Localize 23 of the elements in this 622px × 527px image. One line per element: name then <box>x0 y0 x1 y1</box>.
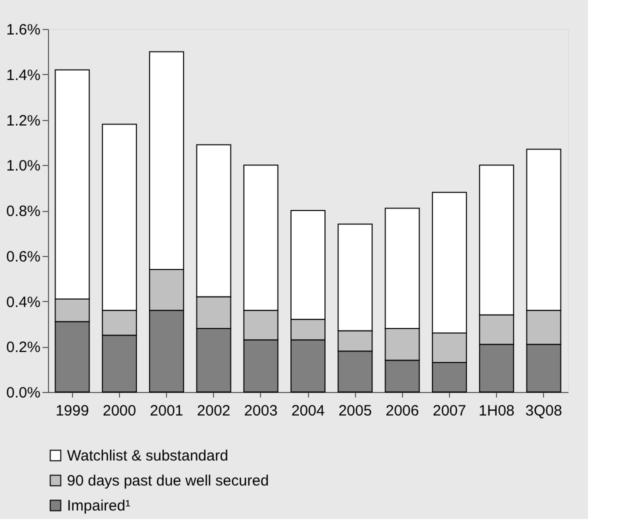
legend-label: Impaired¹ <box>67 498 130 514</box>
x-tick-label: 2005 <box>338 402 372 420</box>
x-tick-label: 2006 <box>386 402 419 420</box>
legend-label: Watchlist & substandard <box>67 448 228 464</box>
x-tick-label: 2000 <box>102 402 136 420</box>
legend-label: 90 days past due well secured <box>67 472 269 490</box>
x-tick-label: 2001 <box>150 402 184 420</box>
x-tick-label: 1999 <box>56 402 89 420</box>
y-tick-label: 1.2% <box>6 112 40 130</box>
x-tick-label: 2007 <box>432 402 466 420</box>
y-tick-label: 1.6% <box>6 22 40 38</box>
x-tick-label: 2003 <box>244 402 278 420</box>
y-tick-label: 0.8% <box>6 203 40 220</box>
y-tick-label: 0.0% <box>6 384 40 402</box>
x-tick-label: 3Q08 <box>525 402 562 420</box>
x-tick-label: 2002 <box>197 402 230 420</box>
y-tick-label: 1.0% <box>6 158 40 175</box>
y-tick-label: 1.4% <box>6 66 40 84</box>
y-tick-label: 0.2% <box>6 339 40 356</box>
y-tick-label: 0.6% <box>6 248 40 266</box>
x-tick-label: 2004 <box>291 402 325 420</box>
y-tick-label: 0.4% <box>6 294 40 311</box>
x-tick-label: 1H08 <box>478 402 515 420</box>
